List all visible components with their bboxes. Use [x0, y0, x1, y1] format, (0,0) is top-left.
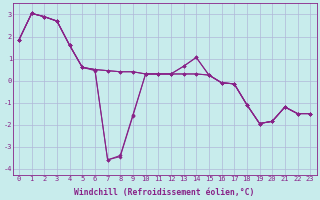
X-axis label: Windchill (Refroidissement éolien,°C): Windchill (Refroidissement éolien,°C) — [75, 188, 255, 197]
